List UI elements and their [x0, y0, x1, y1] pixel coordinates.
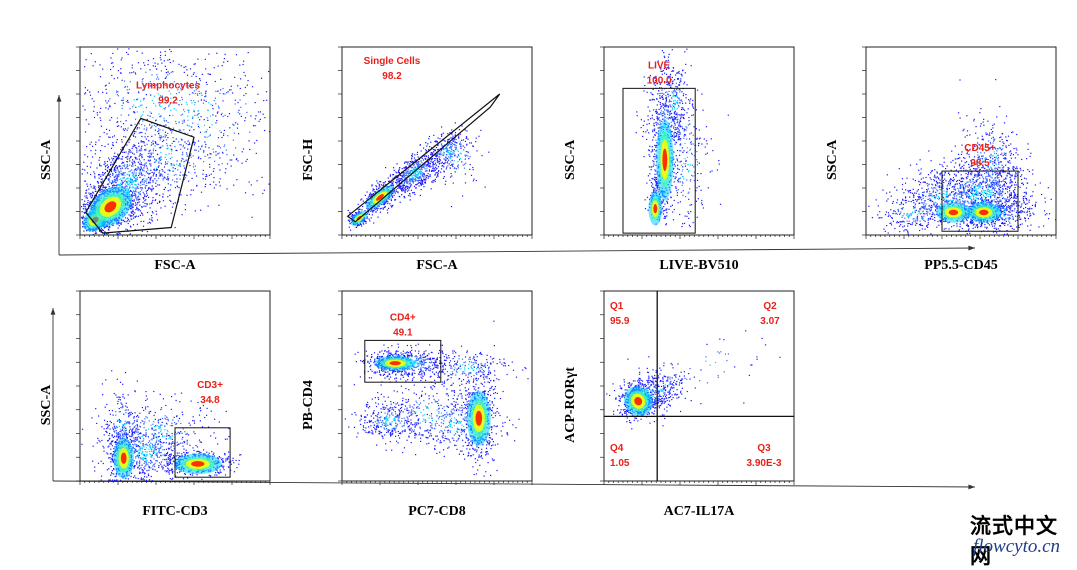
- plot-p5: CD3+ 34.8 FITC-CD3 SSC-A: [39, 291, 270, 519]
- y-axis-label: ACP-RORγt: [563, 367, 578, 443]
- gate-value: 98.5: [970, 158, 990, 169]
- x-axis-label: FSC-A: [416, 258, 458, 273]
- quadrant-value: 1.05: [610, 458, 630, 469]
- plot-p2: Single Cells 98.2 FSC-A FSC-H: [301, 47, 532, 273]
- x-axis-label: PP5.5-CD45: [924, 258, 998, 273]
- x-axis-label: FSC-A: [154, 258, 196, 273]
- quadrant-value: 3.07: [760, 316, 780, 327]
- plot-panels: Lymphocytes 99.2 FSC-A SSC-A Single Cells 98.…: [39, 47, 1056, 519]
- y-axis-label: FSC-H: [301, 139, 316, 181]
- quadrant-name: Q4: [610, 443, 624, 454]
- quadrant-name: Q1: [610, 301, 624, 312]
- watermark-en: flowcyto.cn: [973, 536, 1060, 558]
- gate-value: 98.2: [382, 71, 402, 82]
- quadrant-name: Q3: [757, 443, 771, 454]
- gate-label: CD3+: [197, 380, 223, 391]
- gate-value: 49.1: [393, 327, 413, 338]
- x-arrow-bottom-head: [968, 485, 975, 490]
- y-arrow-top-head: [57, 95, 62, 102]
- quadrant-value: 3.90E-3: [746, 458, 781, 469]
- plot-p3: LIVE 100.0 LIVE-BV510 SSC-A: [563, 47, 794, 273]
- x-arrow-top: [59, 248, 975, 255]
- y-axis-label: SSC-A: [39, 139, 54, 180]
- x-axis-label: AC7-IL17A: [664, 504, 736, 519]
- y-arrow-bottom-head: [51, 308, 56, 315]
- gate-value: 34.8: [200, 395, 220, 406]
- plot-p1: Lymphocytes 99.2 FSC-A SSC-A: [39, 47, 270, 273]
- gate-value: 100.0: [647, 75, 672, 86]
- y-axis-label: SSC-A: [39, 384, 54, 425]
- plot-frame: [604, 47, 794, 235]
- x-axis-label: PC7-CD8: [408, 504, 466, 519]
- x-axis-label: LIVE-BV510: [659, 258, 738, 273]
- plot-p6: CD4+ 49.1 PC7-CD8 PB-CD4: [301, 291, 532, 519]
- gate-label: LIVE: [648, 60, 671, 71]
- gate-value: 99.2: [158, 95, 178, 106]
- plot-p4: CD45+ 98.5 PP5.5-CD45 SSC-A: [825, 47, 1056, 273]
- gate-label: CD45+: [964, 143, 996, 154]
- plot-frame: [342, 291, 532, 481]
- x-arrow-bottom: [53, 481, 975, 487]
- quadrant-name: Q2: [763, 301, 777, 312]
- y-axis-label: PB-CD4: [301, 380, 316, 430]
- gate-label: CD4+: [390, 312, 416, 323]
- x-axis-label: FITC-CD3: [142, 504, 207, 519]
- quadrant-value: 95.9: [610, 316, 630, 327]
- y-axis-label: SSC-A: [563, 139, 578, 180]
- gate-label: Single Cells: [364, 56, 421, 67]
- y-axis-label: SSC-A: [825, 139, 840, 180]
- gate-label: Lymphocytes: [136, 80, 201, 91]
- x-arrow-top-head: [968, 246, 975, 251]
